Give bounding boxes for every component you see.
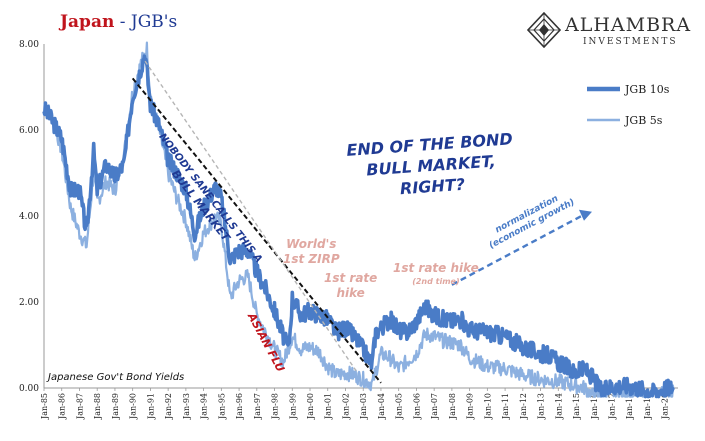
first-hike-annotation: 1st rate hike: [324, 271, 377, 301]
x-tick-label: Jan-93: [182, 393, 191, 420]
second-hike-annotation: 1st rate hike (2nd time): [393, 262, 479, 288]
x-tick-label: Jan-05: [395, 393, 404, 420]
x-tick-label: Jan-86: [58, 393, 67, 420]
y-tick-label: 6.00: [19, 126, 39, 136]
bull-market-trendline: [131, 77, 382, 384]
logo-subtitle: INVESTMENTS: [583, 37, 678, 47]
x-tick-label: Jan-18: [625, 393, 634, 420]
x-tick-label: Jan-94: [200, 393, 209, 420]
legend-jgb10-label: JGB 10s: [625, 83, 670, 96]
x-tick-label: Jan-98: [271, 393, 280, 420]
headline-annotation: END OF THE BOND BULL MARKET, RIGHT?: [344, 128, 518, 203]
x-tick-label: Jan-01: [324, 393, 333, 420]
x-tick-label: Jan-00: [306, 393, 315, 420]
title-japan: Japan: [60, 12, 115, 32]
x-tick-label: Jan-87: [75, 393, 84, 420]
x-tick-label: Jan-90: [129, 393, 138, 420]
second-hike-line-1: 1st rate hike: [393, 261, 479, 275]
x-tick-label: Jan-95: [217, 393, 226, 420]
first-hike-line-1: 1st rate: [324, 271, 378, 285]
x-tick-label: Jan-12: [519, 393, 528, 420]
logo-name: ALHAMBRA: [565, 14, 692, 36]
x-tick-label: Jan-92: [164, 393, 173, 420]
x-tick-label: Jan-96: [235, 393, 244, 420]
first-hike-line-2: hike: [336, 286, 365, 300]
x-tick-label: Jan-06: [412, 393, 421, 420]
jgb10-line: [42, 54, 675, 399]
x-tick-label: Jan-03: [359, 393, 368, 420]
alhambra-diamond-icon: [527, 12, 561, 48]
title-jgbs: - JGB's: [114, 12, 178, 32]
x-tick-label: Jan-15: [572, 393, 581, 420]
x-tick-label: Jan-91: [146, 393, 155, 420]
normalization-arrowhead-icon: [578, 209, 592, 221]
y-tick-label: 4.00: [19, 212, 39, 222]
series-layer: [42, 41, 675, 399]
x-tick-label: Jan-16: [590, 393, 599, 420]
x-tick-label: Jan-19: [643, 393, 652, 420]
x-tick-label: Jan-88: [93, 393, 102, 420]
y-tick-label: 0.00: [19, 384, 39, 394]
y-tick-label: 2.00: [19, 298, 39, 308]
alhambra-logo: ALHAMBRA INVESTMENTS: [527, 12, 697, 52]
x-tick-label: Jan-20: [661, 393, 670, 420]
x-tick-label: Jan-89: [111, 393, 120, 420]
x-tick-label: Jan-07: [430, 393, 439, 420]
normalization-arrow-shaft: [451, 213, 585, 286]
x-tick-label: Jan-09: [466, 393, 475, 420]
zirp-line-1: World's: [286, 237, 337, 251]
x-tick-label: Jan-85: [40, 393, 49, 420]
chart-title: Japan - JGB's: [60, 12, 177, 32]
x-tick-label: Jan-04: [377, 393, 386, 420]
legend-jgb5-label: JGB 5s: [625, 114, 663, 127]
x-tick-label: Jan-02: [341, 393, 350, 420]
x-tick-label: Jan-97: [253, 393, 262, 420]
zirp-line-2: 1st ZIRP: [283, 252, 340, 266]
x-tick-label: Jan-13: [537, 393, 546, 420]
x-tick-label: Jan-14: [554, 393, 563, 420]
overlay-layer: [131, 60, 620, 384]
x-tick-label: Jan-11: [501, 393, 510, 420]
zirp-annotation: World's 1st ZIRP: [283, 237, 340, 267]
x-tick-label: Jan-99: [288, 393, 297, 420]
source-note: Japanese Gov't Bond Yields: [48, 372, 185, 383]
second-hike-line-2: (2nd time): [412, 277, 460, 286]
y-tick-label: 8.00: [19, 40, 39, 50]
x-tick-label: Jan-17: [607, 393, 616, 420]
x-tick-label: Jan-10: [483, 393, 492, 420]
x-tick-label: Jan-08: [448, 393, 457, 420]
